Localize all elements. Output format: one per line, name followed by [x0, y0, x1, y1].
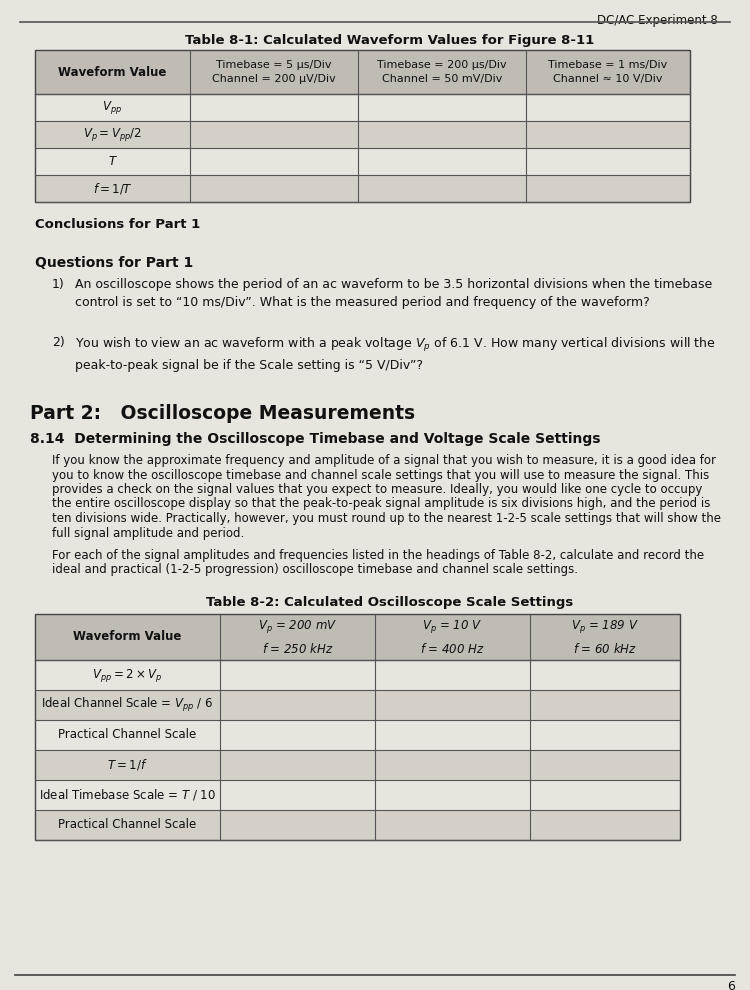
Bar	[35, 50, 690, 94]
Text: You wish to view an ac waveform with a peak voltage $V_p$ of 6.1 V. How many ver: You wish to view an ac waveform with a p…	[75, 336, 716, 372]
Text: $V_{pp} = 2 \times V_p$: $V_{pp} = 2 \times V_p$	[92, 666, 163, 683]
Bar	[35, 148, 690, 175]
Text: 1): 1)	[52, 278, 64, 291]
Text: provides a check on the signal values that you expect to measure. Ideally, you w: provides a check on the signal values th…	[52, 483, 702, 496]
Text: $f = 1/T$: $f = 1/T$	[92, 181, 133, 196]
Text: 8.14  Determining the Oscilloscope Timebase and Voltage Scale Settings: 8.14 Determining the Oscilloscope Timeba…	[30, 432, 601, 446]
Text: ideal and practical (1-2-5 progression) oscilloscope timebase and channel scale : ideal and practical (1-2-5 progression) …	[52, 563, 578, 576]
Text: ten divisions wide. Practically, however, you must round up to the nearest 1-2-5: ten divisions wide. Practically, however…	[52, 512, 721, 525]
Bar	[35, 175, 690, 202]
Text: Table 8-2: Calculated Oscilloscope Scale Settings: Table 8-2: Calculated Oscilloscope Scale…	[206, 596, 574, 609]
Text: Questions for Part 1: Questions for Part 1	[35, 256, 194, 270]
Text: Timebase = 200 μs/Div
Channel = 50 mV/Div: Timebase = 200 μs/Div Channel = 50 mV/Di…	[377, 60, 507, 84]
Bar	[35, 690, 680, 720]
Text: Practical Channel Scale: Practical Channel Scale	[58, 729, 196, 742]
Text: $V_p$ = 200 mV
$f$ = 250 kHz: $V_p$ = 200 mV $f$ = 250 kHz	[258, 618, 338, 655]
Bar	[35, 780, 680, 810]
Text: $V_p$ = 10 V
$f$ = 400 Hz: $V_p$ = 10 V $f$ = 400 Hz	[420, 618, 485, 655]
Bar	[35, 614, 680, 660]
Text: the entire oscilloscope display so that the peak-to-peak signal amplitude is six: the entire oscilloscope display so that …	[52, 498, 710, 511]
Text: DC/AC Experiment 8: DC/AC Experiment 8	[597, 14, 718, 27]
Text: Timebase = 1 ms/Div
Channel ≈ 10 V/Div: Timebase = 1 ms/Div Channel ≈ 10 V/Div	[548, 60, 668, 84]
Text: $V_p$ = 189 V
$f$ = 60 kHz: $V_p$ = 189 V $f$ = 60 kHz	[571, 618, 639, 655]
Text: Practical Channel Scale: Practical Channel Scale	[58, 819, 196, 832]
Text: $V_p = V_{pp}/2$: $V_p = V_{pp}/2$	[83, 126, 142, 143]
Text: Timebase = 5 μs/Div
Channel = 200 μV/Div: Timebase = 5 μs/Div Channel = 200 μV/Div	[212, 60, 336, 84]
Text: For each of the signal amplitudes and frequencies listed in the headings of Tabl: For each of the signal amplitudes and fr…	[52, 549, 704, 562]
Text: $V_{pp}$: $V_{pp}$	[103, 99, 122, 116]
Text: $T$: $T$	[107, 155, 118, 168]
Text: Table 8-1: Calculated Waveform Values for Figure 8-11: Table 8-1: Calculated Waveform Values fo…	[185, 34, 595, 47]
Text: you to know the oscilloscope timebase and channel scale settings that you will u: you to know the oscilloscope timebase an…	[52, 468, 710, 481]
Text: $T = 1/f$: $T = 1/f$	[107, 757, 148, 772]
Text: 6: 6	[727, 980, 735, 990]
Text: Waveform Value: Waveform Value	[58, 65, 166, 78]
Bar	[35, 720, 680, 750]
Bar	[35, 50, 690, 202]
Text: An oscilloscope shows the period of an ac waveform to be 3.5 horizontal division: An oscilloscope shows the period of an a…	[75, 278, 712, 309]
Text: Ideal Channel Scale = $V_{pp}$ / 6: Ideal Channel Scale = $V_{pp}$ / 6	[41, 696, 214, 714]
Text: Ideal Timebase Scale = $T$ / 10: Ideal Timebase Scale = $T$ / 10	[39, 787, 216, 803]
Text: If you know the approximate frequency and amplitude of a signal that you wish to: If you know the approximate frequency an…	[52, 454, 716, 467]
Bar	[35, 810, 680, 840]
Text: full signal amplitude and period.: full signal amplitude and period.	[52, 527, 244, 540]
Text: Waveform Value: Waveform Value	[74, 631, 182, 644]
Bar	[35, 121, 690, 148]
Text: 2): 2)	[52, 336, 64, 349]
Bar	[35, 750, 680, 780]
Bar	[35, 614, 680, 840]
Bar	[35, 660, 680, 690]
Text: Conclusions for Part 1: Conclusions for Part 1	[35, 218, 200, 231]
Text: Part 2:   Oscilloscope Measurements: Part 2: Oscilloscope Measurements	[30, 404, 416, 423]
Bar	[35, 94, 690, 121]
